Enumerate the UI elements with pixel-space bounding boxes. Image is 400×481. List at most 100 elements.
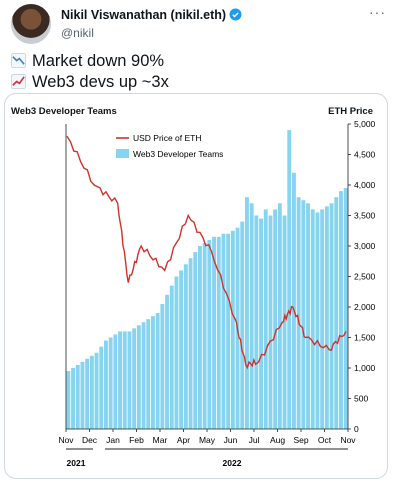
x-tick-label: May xyxy=(199,435,216,445)
teams-bar xyxy=(263,209,268,429)
year-2021-label: 2021 xyxy=(67,458,86,468)
x-tick-label: Nov xyxy=(340,435,356,445)
teams-bar xyxy=(221,233,226,429)
y2-tick-label: 3,000 xyxy=(354,241,376,251)
teams-bar xyxy=(202,242,207,429)
teams-bar xyxy=(343,188,348,429)
x-tick-label: Sep xyxy=(293,435,308,445)
author-name-text: Nikil Viswanathan (nikil.eth) xyxy=(61,8,227,22)
teams-bars xyxy=(66,130,348,430)
y2-tick-labels: 0 500 1,000 1,500 2,000 2,500 3,000 3,500 4,000 4… xyxy=(348,119,376,434)
teams-bar xyxy=(207,239,212,429)
teams-bar xyxy=(85,358,90,429)
teams-bar xyxy=(160,303,165,429)
teams-bar xyxy=(193,252,198,429)
teams-bar xyxy=(146,319,151,429)
teams-bar xyxy=(179,270,184,429)
chart-decreasing-icon xyxy=(11,53,26,68)
teams-bar xyxy=(127,331,132,429)
teams-bar xyxy=(292,172,296,430)
teams-bar xyxy=(75,364,80,429)
teams-bar xyxy=(273,209,278,429)
teams-bar xyxy=(216,236,221,429)
author-name[interactable]: Nikil Viswanathan (nikil.eth) xyxy=(61,8,242,22)
teams-bar xyxy=(198,246,202,429)
x-tick-label: Dec xyxy=(82,435,98,445)
teams-bar xyxy=(254,215,259,429)
more-options-icon[interactable]: ··· xyxy=(369,4,386,20)
teams-bar xyxy=(66,371,71,429)
teams-bar xyxy=(108,337,113,429)
teams-bar xyxy=(301,200,306,429)
y2-tick-label: 0 xyxy=(354,424,359,434)
author-handle[interactable]: @nikil xyxy=(61,26,94,40)
y2-tick-label: 1,000 xyxy=(354,363,376,373)
teams-bar xyxy=(89,355,94,429)
legend-teams-label: Web3 Developer Teams xyxy=(133,149,223,159)
y2-tick-label: 500 xyxy=(354,394,368,404)
avatar[interactable] xyxy=(11,4,51,44)
teams-bar xyxy=(212,236,216,429)
teams-bar xyxy=(306,203,310,429)
x-tick-label: Mar xyxy=(153,435,168,445)
tweet-line-text: Web3 devs up ~3x xyxy=(32,73,169,91)
x-tick-label: Jul xyxy=(249,435,260,445)
y2-tick-label: 4,000 xyxy=(354,180,376,190)
teams-bar xyxy=(136,325,141,429)
x-tick-label: Feb xyxy=(129,435,144,445)
teams-bar xyxy=(334,197,339,429)
teams-bar xyxy=(132,328,137,429)
chart-image[interactable]: Web3 Developer Teams ETH Price 0 500 1,000… xyxy=(4,93,388,479)
chart-title-right: ETH Price xyxy=(328,106,373,117)
x-tick-label: Apr xyxy=(177,435,190,445)
teams-bar xyxy=(329,203,334,429)
teams-bar xyxy=(310,209,315,429)
eth-price-line xyxy=(66,135,347,370)
tweet-line-1: Market down 90% xyxy=(11,50,164,72)
tweet-line-2: Web3 devs up ~3x xyxy=(11,71,169,93)
teams-bar xyxy=(99,346,104,429)
teams-bar xyxy=(71,368,75,429)
teams-bar xyxy=(259,218,263,429)
teams-bar xyxy=(188,258,193,429)
teams-bar xyxy=(339,191,343,429)
chart-increasing-icon xyxy=(11,74,26,89)
teams-bar xyxy=(165,294,169,429)
teams-bar xyxy=(277,203,282,429)
teams-bar xyxy=(320,209,325,429)
legend-price-label: USD Price of ETH xyxy=(133,133,202,143)
chart-title-left: Web3 Developer Teams xyxy=(11,106,117,117)
teams-bar xyxy=(155,313,160,429)
teams-bar xyxy=(104,340,108,429)
y2-tick-label: 2,500 xyxy=(354,272,376,282)
teams-bar xyxy=(240,221,245,429)
teams-bar xyxy=(169,285,174,429)
teams-bar xyxy=(268,215,273,429)
teams-bar xyxy=(151,316,155,429)
teams-bar xyxy=(80,361,85,429)
teams-bar xyxy=(249,203,254,429)
y2-tick-label: 2,000 xyxy=(354,302,376,312)
y2-tick-label: 1,500 xyxy=(354,333,376,343)
x-tick-label: Jun xyxy=(224,435,238,445)
teams-bar xyxy=(174,276,179,429)
legend-teams-swatch xyxy=(116,149,129,158)
y2-tick-label: 3,500 xyxy=(354,211,376,221)
y2-tick-label: 5,000 xyxy=(354,119,376,129)
teams-bar xyxy=(141,322,146,429)
x-tick-label: Nov xyxy=(58,435,74,445)
teams-bar xyxy=(287,130,292,429)
tweet-line-text: Market down 90% xyxy=(32,52,165,70)
teams-bar xyxy=(113,334,118,429)
y2-tick-label: 4,500 xyxy=(354,150,376,160)
teams-bar xyxy=(230,230,235,429)
x-tick-labels: Nov Dec Jan Feb Mar Apr May Jun Jul Aug Sep Oct Nov xyxy=(58,429,356,445)
teams-bar xyxy=(296,197,301,429)
teams-bar xyxy=(94,352,99,429)
teams-bar xyxy=(226,233,231,429)
x-tick-label: Oct xyxy=(318,435,332,445)
teams-bar xyxy=(315,212,320,429)
x-tick-label: Jan xyxy=(106,435,120,445)
teams-bar xyxy=(245,197,249,429)
x-tick-label: Aug xyxy=(270,435,285,445)
